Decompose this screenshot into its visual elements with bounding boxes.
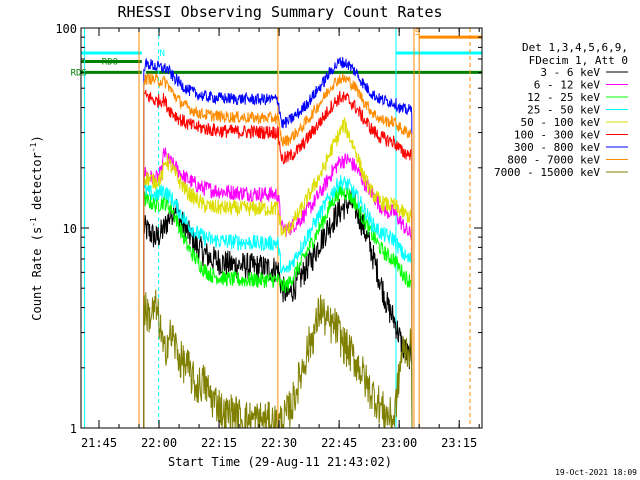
y-tick-label: 1 (70, 422, 77, 436)
x-tick-label: 22:30 (261, 436, 297, 450)
y-tick-label: 100 (55, 22, 77, 36)
generation-timestamp: 19-Oct-2021 18:09 (555, 468, 637, 477)
series-line-7 (143, 73, 413, 428)
legend-entry-label: 7000 - 15000 keV (494, 166, 600, 179)
series-line-8 (143, 289, 413, 428)
series-line-4 (143, 117, 413, 428)
y-tick-label: 10 (63, 222, 77, 236)
series-line-5 (143, 89, 413, 428)
legend-entry-label: 3 - 6 keV (540, 66, 600, 79)
x-tick-label: 23:00 (381, 436, 417, 450)
series-line-2 (143, 183, 413, 428)
legend-header-line1: Det 1,3,4,5,6,9, (522, 41, 628, 54)
x-tick-label: 22:15 (201, 436, 237, 450)
flag-night-label: N (159, 49, 164, 59)
y-axis-label-sup2: -1 (29, 142, 38, 152)
legend-entry-label: 800 - 7000 keV (507, 154, 600, 167)
series-line-6 (143, 56, 413, 428)
series-lines (143, 56, 413, 428)
legend-entry-label: 50 - 100 keV (521, 116, 601, 129)
legend-entry-label: 12 - 25 keV (527, 91, 600, 104)
x-tick-label: 23:15 (441, 436, 477, 450)
y-axis-ticks: 1 10 100 (55, 22, 482, 436)
series-line-3 (143, 175, 413, 428)
flag-saa-label: S (415, 28, 420, 38)
legend-entry-label: 25 - 50 keV (527, 104, 600, 117)
x-axis-ticks: 21:45 22:00 22:15 22:30 22:45 23:00 23:15 (81, 28, 480, 450)
legend-entry-label: 6 - 12 keV (534, 79, 601, 92)
chart-title: RHESSI Observing Summary Count Rates (117, 3, 442, 21)
flag-bars (81, 35, 482, 74)
x-tick-label: 22:45 (321, 436, 357, 450)
legend: Det 1,3,4,5,6,9, FDecim 1, Att 0 3 - 6 k… (494, 41, 628, 179)
flag-rds-label: RDS (71, 68, 87, 78)
flag-rdo-label: RDO (102, 57, 118, 67)
legend-entry-label: 300 - 800 keV (514, 141, 600, 154)
legend-entry-label: 100 - 300 keV (514, 129, 600, 142)
x-axis-label: Start Time (29-Aug-11 21:43:02) (168, 455, 392, 469)
x-tick-label: 22:00 (141, 436, 177, 450)
y-axis-label: Count Rate (s-1 detector-1) (29, 135, 44, 320)
legend-header-line2: FDecim 1, Att 0 (529, 54, 628, 67)
x-tick-label: 21:45 (81, 436, 117, 450)
